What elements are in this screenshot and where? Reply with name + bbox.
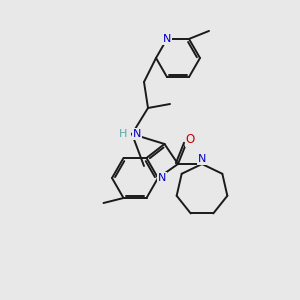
Text: N: N (198, 154, 206, 164)
Text: N: N (158, 173, 166, 183)
Text: N: N (133, 129, 141, 139)
Text: N: N (163, 34, 171, 44)
Text: H: H (118, 129, 127, 139)
Text: O: O (185, 133, 195, 146)
